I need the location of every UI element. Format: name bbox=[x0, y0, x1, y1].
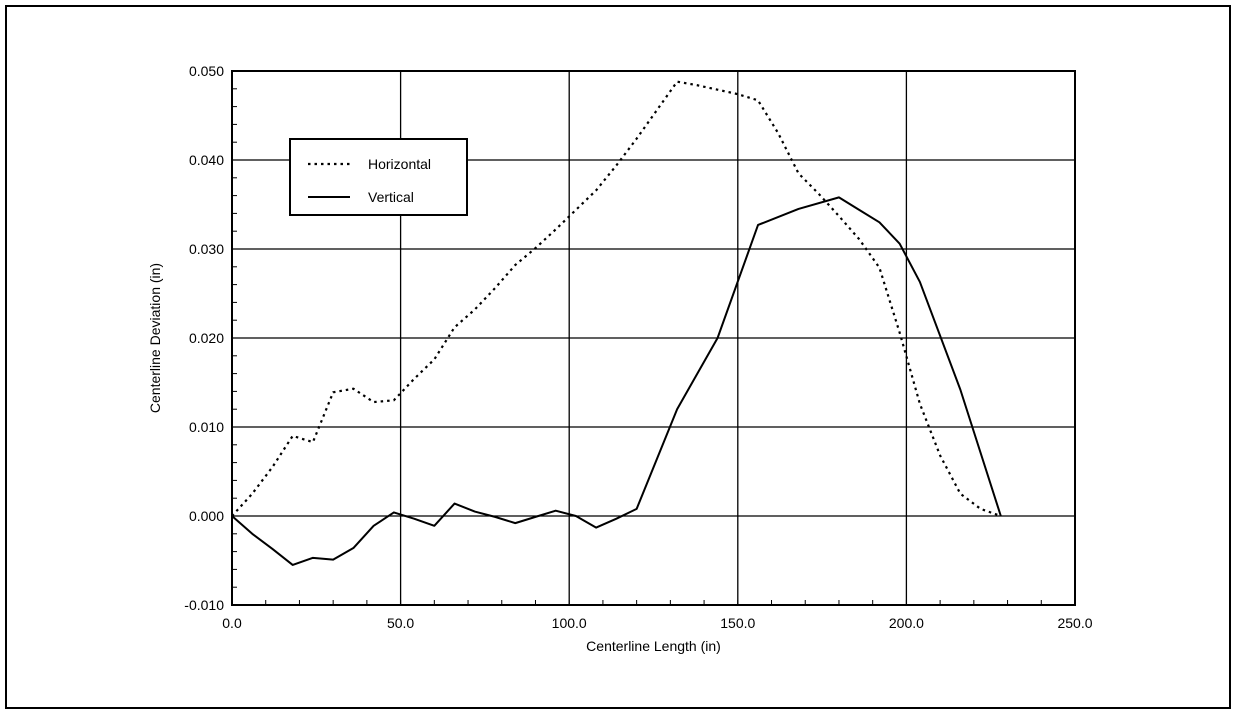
series-line-vertical bbox=[231, 196, 1002, 566]
figure-frame bbox=[5, 5, 1231, 709]
y-axis-title: Centerline Deviation (in) bbox=[147, 263, 163, 413]
x-tick-label: 200.0 bbox=[889, 615, 924, 631]
x-axis-title: Centerline Length (in) bbox=[586, 638, 721, 654]
y-tick-label: 0.000 bbox=[189, 508, 224, 524]
series-line-horizontal bbox=[231, 80, 1002, 518]
y-tick-label: 0.040 bbox=[189, 152, 224, 168]
x-tick-label: 0.0 bbox=[222, 615, 242, 631]
x-tick-label: 250.0 bbox=[1057, 615, 1092, 631]
legend-label-horizontal: Horizontal bbox=[368, 156, 431, 172]
y-tick-label: 0.050 bbox=[189, 63, 224, 79]
y-tick-label: 0.030 bbox=[189, 241, 224, 257]
y-tick-label: -0.010 bbox=[184, 597, 224, 613]
x-tick-label: 50.0 bbox=[387, 615, 414, 631]
legend-label-vertical: Vertical bbox=[368, 189, 414, 205]
x-tick-label: 150.0 bbox=[720, 615, 755, 631]
x-tick-label: 100.0 bbox=[552, 615, 587, 631]
y-tick-label: 0.020 bbox=[189, 330, 224, 346]
y-tick-label: 0.010 bbox=[189, 419, 224, 435]
legend-box bbox=[289, 138, 468, 216]
